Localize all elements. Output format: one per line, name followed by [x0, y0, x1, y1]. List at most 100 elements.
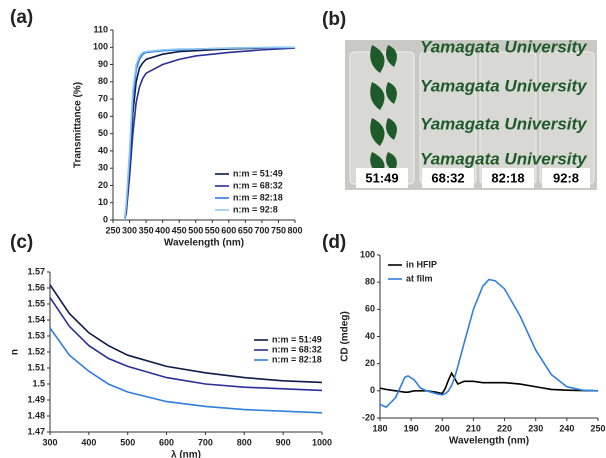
watermark: Yamagata University: [420, 149, 588, 168]
x-axis-label: λ (nm): [171, 450, 201, 458]
y-tick-label: 40: [98, 145, 108, 155]
x-tick-label: 700: [198, 437, 213, 447]
x-tick-label: 400: [155, 225, 170, 235]
legend-label: at film: [406, 273, 433, 283]
y-tick-label: 1.5: [32, 378, 45, 388]
x-tick-label: 500: [120, 437, 135, 447]
x-tick-label: 240: [559, 423, 574, 433]
y-axis-label: CD (mdeg): [340, 311, 351, 362]
x-tick-label: 700: [254, 225, 269, 235]
y-tick-label: 1.54: [27, 314, 45, 324]
y-tick-label: 1.51: [27, 362, 45, 372]
sample-label: 68:32: [431, 170, 464, 185]
series-line: [49, 327, 323, 414]
y-tick-label: 100: [360, 249, 375, 259]
x-tick-label: 180: [372, 423, 387, 433]
x-tick-label: 350: [139, 225, 154, 235]
legend-label: n:m = 92:8: [233, 204, 278, 214]
y-tick-label: 40: [365, 331, 375, 341]
leaf: [370, 82, 397, 110]
y-tick-label: 80: [98, 76, 108, 86]
legend-label: n:m = 51:49: [233, 168, 283, 178]
label-box: [356, 168, 408, 188]
y-tick-label: 0: [103, 214, 108, 224]
y-tick-label: 1.49: [27, 394, 45, 404]
x-tick-label: 650: [238, 225, 253, 235]
y-tick-label: 1.48: [27, 410, 45, 420]
legend-label: in HFIP: [406, 259, 437, 269]
panel-label: (a): [10, 7, 33, 28]
x-tick-label: 500: [188, 225, 203, 235]
series-line: [123, 47, 296, 221]
leaf: [370, 45, 397, 73]
y-tick-label: 110: [93, 24, 108, 34]
x-tick-label: 300: [42, 437, 57, 447]
y-tick-label: 70: [98, 93, 108, 103]
series-line: [379, 371, 599, 395]
y-tick-label: 20: [365, 358, 375, 368]
x-tick-label: 300: [122, 225, 137, 235]
watermark: Yamagata University: [420, 37, 588, 56]
x-tick-label: 600: [159, 437, 174, 447]
leaf: [370, 118, 397, 146]
x-tick-label: 230: [528, 423, 543, 433]
x-tick-label: 400: [81, 437, 96, 447]
label-box: [542, 168, 590, 188]
x-tick-label: 190: [404, 423, 419, 433]
series-line: [123, 46, 296, 221]
y-tick-label: 0: [370, 385, 375, 395]
sample-label: 82:18: [491, 170, 524, 185]
label-box: [422, 168, 474, 188]
watermark: Yamagata University: [420, 76, 588, 95]
y-tick-label: 20: [98, 180, 108, 190]
y-tick-label: 1.53: [27, 330, 45, 340]
y-tick-label: 1.56: [27, 282, 45, 292]
x-tick-label: 550: [205, 225, 220, 235]
sample-label: 92:8: [553, 170, 579, 185]
panel-label: (d): [322, 232, 346, 253]
y-tick-label: 80: [365, 277, 375, 287]
series-line: [49, 297, 323, 392]
x-tick-label: 800: [237, 437, 252, 447]
x-tick-label: 1000: [312, 437, 332, 447]
panel-label: (c): [10, 232, 33, 253]
x-tick-label: 250: [105, 225, 120, 235]
series-line: [49, 284, 323, 384]
y-tick-label: 1.57: [27, 266, 45, 276]
y-tick-label: 1.52: [27, 346, 45, 356]
y-tick-label: 10: [98, 197, 108, 207]
x-tick-label: 220: [497, 423, 512, 433]
y-tick-label: 50: [98, 128, 108, 138]
y-axis-label: n: [10, 349, 21, 355]
legend-label: n:m = 51:49: [272, 334, 322, 344]
x-tick-label: 210: [466, 423, 481, 433]
x-tick-label: 750: [271, 225, 286, 235]
x-tick-label: 800: [287, 225, 302, 235]
legend-label: n:m = 68:32: [233, 180, 283, 190]
legend-label: n:m = 82:18: [272, 354, 322, 364]
series-line: [379, 278, 599, 409]
label-box: [482, 168, 534, 188]
x-tick-label: 250: [590, 423, 605, 433]
y-tick-label: 30: [98, 163, 108, 173]
x-tick-label: 600: [221, 225, 236, 235]
x-axis-label: Wavelength (nm): [449, 436, 529, 447]
photo: (b) Yamagata University Yamagata Univers…: [322, 9, 597, 190]
panel-label: (b): [322, 9, 346, 30]
sample-labels: 51:49 68:32 82:18 92:8: [356, 168, 590, 188]
y-tick-label: -20: [362, 412, 375, 422]
y-tick-label: 60: [98, 111, 108, 121]
x-tick-label: 200: [435, 423, 450, 433]
x-axis-label: Wavelength (nm): [164, 238, 244, 249]
y-tick-label: 100: [93, 42, 108, 52]
x-tick-label: 900: [276, 437, 291, 447]
sample-label: 51:49: [365, 170, 398, 185]
x-tick-label: 450: [172, 225, 187, 235]
y-axis-label: Transmittance (%): [73, 82, 84, 168]
y-tick-label: 60: [365, 304, 375, 314]
watermark: Yamagata University: [420, 114, 588, 133]
legend-label: n:m = 82:18: [233, 192, 283, 202]
y-tick-label: 1.55: [27, 298, 45, 308]
